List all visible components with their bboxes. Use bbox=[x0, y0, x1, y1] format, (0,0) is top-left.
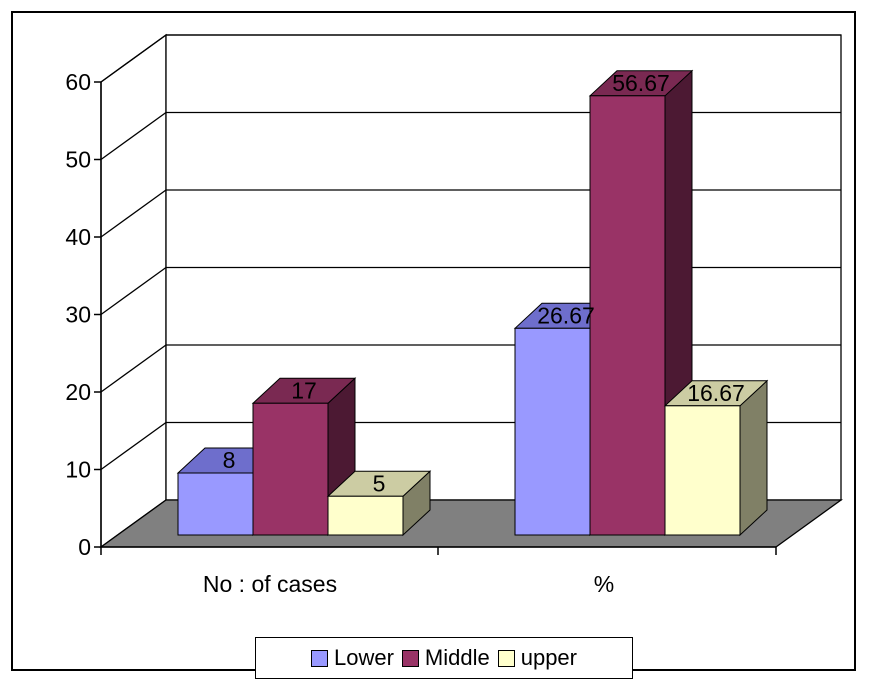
legend: Lower Middle upper bbox=[255, 637, 633, 679]
data-label: 5 bbox=[373, 470, 386, 496]
bar bbox=[514, 327, 591, 536]
legend-swatch-middle bbox=[401, 649, 419, 667]
bar bbox=[177, 472, 254, 536]
legend-label-middle: Middle bbox=[424, 645, 490, 670]
legend-item-upper: upper bbox=[497, 645, 577, 671]
data-label: 8 bbox=[223, 447, 236, 473]
bars bbox=[176, 69, 769, 537]
gridline-side bbox=[100, 189, 167, 238]
data-label: 16.67 bbox=[687, 380, 745, 406]
y-tick-label: 10 bbox=[65, 457, 91, 483]
y-axis: 0 10 20 30 40 50 60 bbox=[65, 69, 777, 560]
gridline-side bbox=[100, 111, 167, 161]
legend-swatch-lower bbox=[310, 649, 328, 667]
legend-swatch-upper bbox=[497, 649, 515, 667]
y-tick-label: 50 bbox=[65, 147, 91, 173]
data-label: 17 bbox=[291, 377, 317, 403]
bar bbox=[327, 495, 404, 536]
gridline-side bbox=[100, 421, 167, 471]
bar bbox=[664, 405, 741, 536]
y-tick-label: 30 bbox=[65, 302, 91, 328]
legend-item-middle: Middle bbox=[401, 645, 490, 671]
y-tick-label: 40 bbox=[65, 224, 91, 250]
x-category-label: No : of cases bbox=[203, 571, 337, 597]
data-label: 56.67 bbox=[612, 70, 670, 96]
legend-item-lower: Lower bbox=[310, 645, 394, 671]
y-tick-label: 60 bbox=[65, 69, 91, 95]
gridline-side bbox=[100, 266, 167, 316]
bar bbox=[252, 402, 329, 536]
y-tick-label: 0 bbox=[78, 534, 91, 560]
x-axis-labels: No : of cases% bbox=[203, 571, 614, 597]
legend-label-upper: upper bbox=[520, 645, 577, 670]
gridline-side bbox=[100, 34, 167, 83]
x-category-label: % bbox=[594, 571, 614, 597]
bar bbox=[589, 95, 666, 536]
gridline-side bbox=[100, 344, 167, 393]
data-labels: 8 17 5 26.67 56.67 16.67 bbox=[223, 70, 745, 496]
y-tick-label: 20 bbox=[65, 379, 91, 405]
legend-label-lower: Lower bbox=[333, 645, 394, 670]
data-label: 26.67 bbox=[537, 302, 595, 328]
